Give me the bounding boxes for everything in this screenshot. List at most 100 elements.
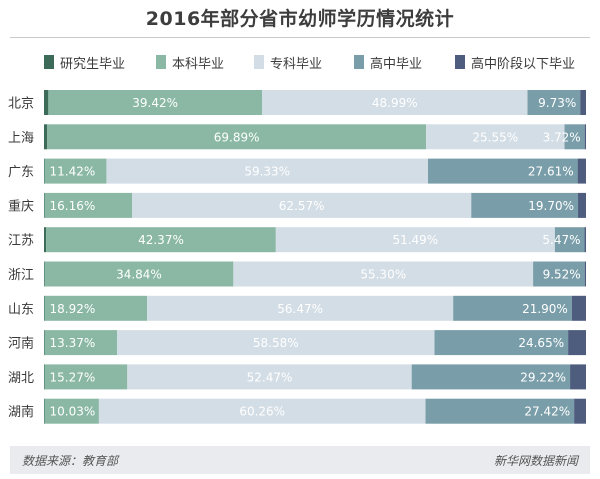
data-label-college: 62.57% — [279, 199, 325, 213]
data-label-bachelor: 39.42% — [132, 96, 178, 110]
bar-segment-college — [127, 364, 412, 390]
title-divider — [10, 37, 590, 38]
category-label: 重庆 — [8, 198, 34, 214]
bar-segment-below-highschool — [580, 90, 586, 115]
bar-segment-below-highschool — [570, 364, 586, 390]
bar-segment-highschool — [533, 261, 585, 287]
bar-segment-bachelor — [48, 90, 263, 115]
bar-segment-below-highschool — [584, 261, 586, 287]
category-label: 江苏 — [8, 233, 34, 249]
bar-segment-graduate — [44, 124, 48, 150]
bar-segment-college — [98, 398, 426, 424]
bar-segment-college — [233, 261, 534, 287]
data-label-college: 51.49% — [392, 233, 438, 247]
bar-segment-highschool — [564, 124, 585, 150]
data-label-bachelor: 11.42% — [50, 165, 96, 179]
bar-segment-highschool — [527, 90, 581, 115]
category-label: 北京 — [8, 97, 34, 112]
legend-item-college: 专科毕业 — [254, 53, 323, 72]
legend-item-below-highschool: 高中阶段以下毕业 — [455, 53, 576, 72]
legend-label-graduate: 研究生毕业 — [60, 56, 126, 72]
legend-swatch-graduate — [44, 55, 54, 69]
bar-segment-below-highschool — [571, 295, 586, 321]
legend-label-bachelor: 本科毕业 — [172, 56, 225, 72]
bar-segment-graduate — [44, 90, 49, 115]
data-label-bachelor: 16.16% — [50, 199, 96, 213]
bar-segment-graduate — [44, 364, 45, 390]
data-label-college: 48.99% — [372, 96, 418, 110]
bar-segment-graduate — [44, 261, 45, 287]
legend-item-highschool: 高中毕业 — [354, 53, 423, 72]
bar-segment-bachelor — [44, 398, 99, 424]
data-label-bachelor: 10.03% — [50, 405, 96, 419]
category-label: 湖南 — [8, 404, 34, 420]
bar-segment-bachelor — [44, 158, 107, 184]
bar-segment-graduate — [44, 330, 45, 356]
bar-segment-below-highschool — [584, 227, 586, 253]
bar-segment-college — [426, 124, 565, 150]
bar-segment-college — [106, 158, 429, 184]
bar-segment-graduate — [44, 227, 47, 253]
legend-swatch-highschool — [354, 55, 364, 69]
bar-segment-bachelor — [44, 364, 128, 390]
legend-item-graduate: 研究生毕业 — [44, 53, 126, 72]
bar-segment-bachelor — [44, 295, 148, 321]
bar-segment-bachelor — [44, 261, 234, 287]
bar-segment-college — [275, 227, 555, 253]
data-label-college: 60.26% — [239, 405, 285, 419]
legend-label-below-highschool: 高中阶段以下毕业 — [471, 56, 576, 72]
category-label: 河南 — [8, 336, 34, 352]
bar-segment-college — [261, 90, 528, 115]
category-label: 湖北 — [8, 371, 34, 386]
data-label-college: 52.47% — [247, 370, 293, 384]
footer-bar: 数据来源：教育部 新华网数据新闻 — [10, 446, 590, 474]
data-label-highschool: 5.47% — [542, 233, 580, 247]
chart-legend: 研究生毕业 本科毕业 专科毕业 高中毕业 高中阶段以下毕业 — [0, 53, 600, 72]
bar-segment-highschool — [428, 158, 578, 184]
category-label: 上海 — [8, 131, 34, 146]
bar-segment-bachelor — [44, 330, 118, 356]
chart-title: 2016年部分省市幼师学历情况统计 — [145, 8, 455, 30]
category-label: 浙江 — [8, 268, 34, 283]
bar-segment-below-highschool — [568, 330, 586, 356]
bar-segment-below-highschool — [574, 398, 586, 424]
data-label-highschool: 9.73% — [538, 96, 576, 110]
data-label-highschool: 3.72% — [543, 130, 581, 144]
bar-segment-bachelor — [46, 227, 276, 253]
bar-segment-graduate — [44, 192, 45, 218]
bar-segment-highschool — [554, 227, 585, 253]
bar-segment-highschool — [434, 330, 569, 356]
data-label-highschool: 21.90% — [522, 302, 568, 316]
data-label-college: 56.47% — [277, 302, 323, 316]
data-label-highschool: 27.61% — [528, 165, 574, 179]
bar-segment-college — [132, 192, 472, 218]
data-label-bachelor: 42.37% — [138, 233, 184, 247]
bar-segment-college — [117, 330, 435, 356]
bar-segment-college — [147, 295, 454, 321]
legend-label-highschool: 高中毕业 — [370, 56, 423, 72]
bar-segment-graduate — [44, 398, 45, 424]
data-source: 数据来源：教育部 — [22, 454, 119, 468]
bar-segment-graduate — [44, 295, 45, 321]
legend-label-college: 专科毕业 — [270, 56, 323, 72]
data-label-highschool: 29.22% — [520, 370, 566, 384]
bar-segment-highschool — [411, 364, 571, 390]
bar-segment-bachelor — [44, 192, 133, 218]
data-label-college: 58.58% — [253, 336, 299, 350]
data-label-bachelor: 15.27% — [50, 370, 96, 384]
bar-segment-below-highschool — [584, 124, 586, 150]
credit-label: 新华网数据新闻 — [493, 454, 578, 468]
category-label: 广东 — [8, 165, 34, 180]
data-label-bachelor: 69.89% — [214, 130, 260, 144]
data-label-bachelor: 18.92% — [50, 302, 96, 316]
data-label-bachelor: 34.84% — [116, 268, 162, 282]
legend-swatch-below-highschool — [455, 55, 465, 69]
legend-swatch-college — [254, 55, 264, 69]
data-label-bachelor: 13.37% — [50, 336, 96, 350]
data-label-college: 55.30% — [360, 268, 406, 282]
data-label-highschool: 24.65% — [518, 336, 564, 350]
category-label: 山东 — [8, 302, 34, 317]
bar-segment-highschool — [425, 398, 575, 424]
bar-segment-bachelor — [47, 124, 427, 150]
